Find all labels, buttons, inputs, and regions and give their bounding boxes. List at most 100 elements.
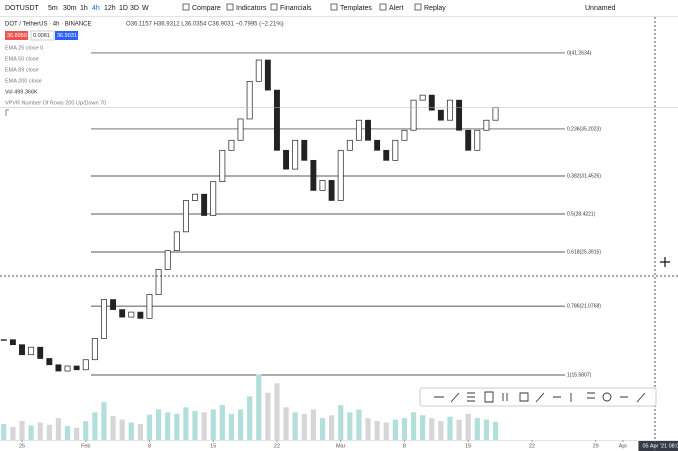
candle-body [182,200,189,233]
volume-bar [420,415,426,440]
candle-body [19,344,25,356]
candle-body [173,231,180,251]
candle-body [228,139,235,151]
volume-bar [247,396,253,440]
volume-bar [110,416,116,440]
toolbar-button[interactable]: Templates [340,5,372,12]
candle-body [355,119,362,141]
x-tick-label: Mar [336,443,346,449]
candle-body [283,149,290,170]
volume-bar [283,407,289,440]
candle-body [137,311,144,319]
volume-bar [210,409,216,440]
interval-button[interactable]: 3D [130,5,139,12]
volume-bar [74,427,80,440]
top-toolbar [0,0,678,16]
indicator-label[interactable]: Vol 499.366K [5,89,38,95]
toolbar-button[interactable]: Compare [192,5,221,12]
candle-body [419,94,426,101]
toolbar-button[interactable]: Replay [424,5,446,12]
drawing-toolbar-bg [419,387,657,407]
candle-body [55,364,62,372]
volume-bar [237,409,244,440]
interval-button[interactable]: 1h [80,5,88,12]
volume-bar [301,413,307,440]
candle-body [146,294,153,319]
button-icon [182,3,190,11]
candle-body [0,339,7,341]
candle-body [456,99,463,131]
drawing-tools[interactable] [434,391,646,403]
x-tick-label: 8 [148,443,151,449]
candle-body [346,139,353,151]
volume-bar [128,422,134,440]
toolbar-button[interactable]: Financials [280,5,312,12]
fib-level-label: 0.786(21.0768) [567,303,601,309]
candle-body [192,193,198,201]
collapse-toggle[interactable] [5,109,9,116]
price-box [30,30,55,41]
candle-body [365,119,371,141]
indicator-label[interactable]: EMA 200 close [5,78,42,84]
candle-body [164,250,171,270]
x-tick-label: 15 [465,443,471,449]
price-value: 36.8950 [7,33,27,39]
interval-button[interactable]: W [142,5,149,12]
volume-bar [192,410,198,440]
toolbar-button[interactable]: Alert [389,5,403,12]
volume-bar [456,419,462,440]
indicator-label[interactable]: EMA 89 close [5,67,39,73]
candle-body [447,99,453,121]
fib-level-label: 0.5(28.4221) [567,211,596,217]
volume-bar [447,416,453,440]
volume-bar [292,412,298,440]
interval-button[interactable]: 5m [48,5,58,12]
indicator-label[interactable]: EMA 25 close 0 [5,45,43,51]
interval-button[interactable]: 4h [92,5,100,12]
candle-body [246,80,253,120]
candle-body [9,339,16,346]
fib-level-label: 0(41.2634) [567,50,592,56]
volume-bar [92,412,98,440]
indicator-label[interactable]: VPVR Number Of Rows 200 Up/Down 70 [5,100,106,106]
x-tick-label: 25 [19,443,25,449]
volume-bar [329,415,335,440]
drawing-toolbar [419,387,657,407]
x-tick-label: Apr [619,443,628,449]
candle-body [73,365,80,371]
candle-body [301,139,308,161]
candle-body [483,119,490,131]
candle-body [255,59,262,82]
x-tick-label: 22 [274,443,280,449]
interval-button[interactable]: 30m [63,5,77,12]
candle-body [428,94,435,111]
interval-button[interactable]: 1D [119,5,128,12]
fib-level-label: 0.618(25.3915) [567,249,601,255]
volume-bar [137,424,143,440]
cursor-cross [660,257,670,267]
indicator-label[interactable]: EMA 50 close [5,56,39,62]
interval-button[interactable]: 12h [104,5,116,12]
volume-bar [55,418,62,440]
volume-bar [183,407,189,440]
volume-bar [101,402,107,440]
volume-bar [383,422,389,440]
volume-bar [429,418,435,440]
candle-body [101,299,107,339]
candle-body [155,269,162,295]
toolbar-button[interactable]: Indicators [236,5,267,12]
price-value: 0.0081 [33,33,50,39]
volume-bar [465,413,471,440]
volume-bar [37,422,43,440]
volume-bar [256,374,262,440]
volume-bar [83,421,89,440]
symbol[interactable]: DOTUSDT [5,5,40,12]
layout-name[interactable]: Unnamed [585,5,615,12]
volume-bar [492,421,499,440]
button-icon [414,3,422,11]
volume-bar [201,412,207,440]
button-icon [379,3,387,11]
candle-body [465,129,472,151]
volume-bar [10,426,16,440]
candle-body [82,359,89,371]
